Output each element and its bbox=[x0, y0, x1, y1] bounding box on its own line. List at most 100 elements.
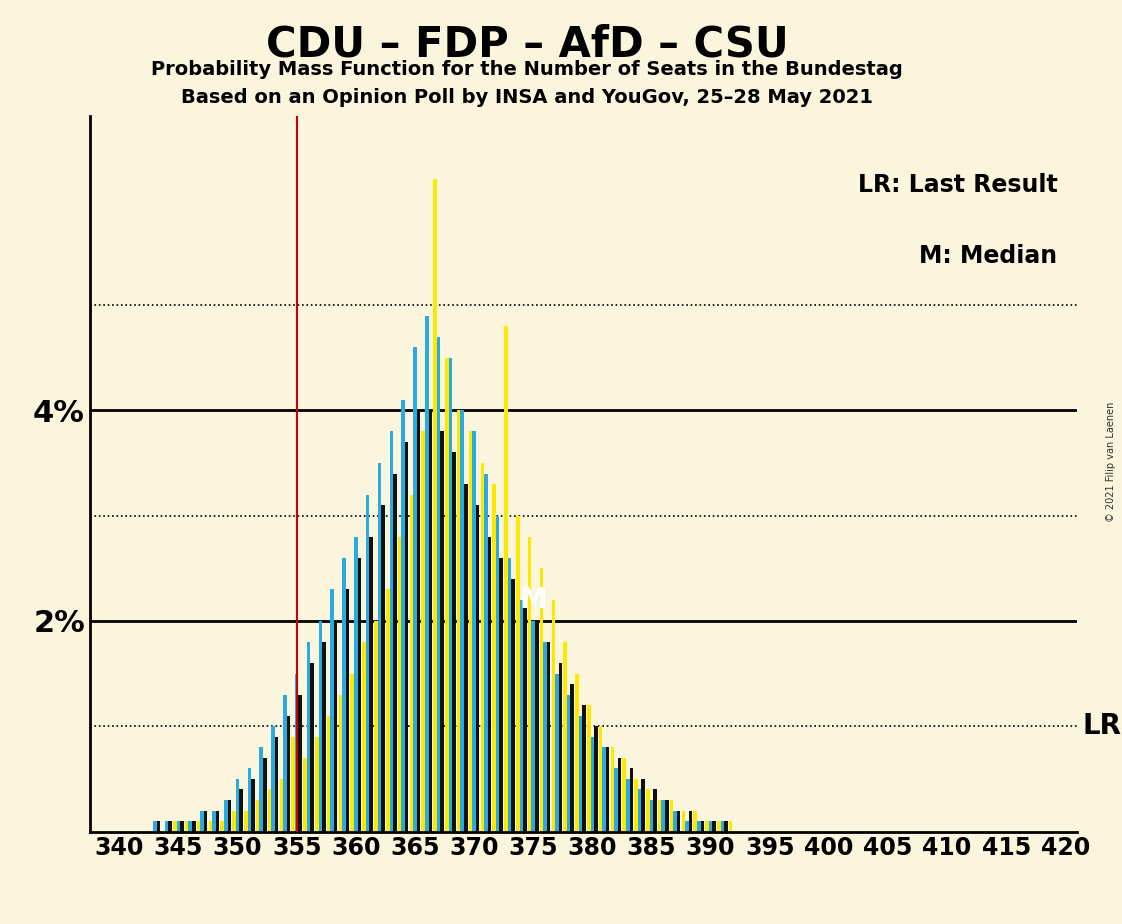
Bar bbox=[212, 810, 215, 832]
Bar bbox=[546, 642, 550, 832]
Bar bbox=[355, 537, 358, 832]
Bar bbox=[582, 705, 586, 832]
Text: CDU – FDP – AfD – CSU: CDU – FDP – AfD – CSU bbox=[266, 23, 789, 65]
Bar bbox=[618, 758, 622, 832]
Bar bbox=[204, 810, 208, 832]
Bar bbox=[670, 800, 673, 832]
Bar bbox=[239, 789, 242, 832]
Bar bbox=[224, 800, 228, 832]
Bar bbox=[445, 358, 449, 832]
Bar bbox=[689, 810, 692, 832]
Bar bbox=[422, 432, 425, 832]
Bar bbox=[576, 674, 579, 832]
Bar bbox=[449, 358, 452, 832]
Bar bbox=[512, 578, 515, 832]
Bar bbox=[697, 821, 700, 832]
Bar bbox=[440, 432, 444, 832]
Bar bbox=[188, 821, 192, 832]
Bar bbox=[303, 758, 306, 832]
Bar bbox=[389, 432, 393, 832]
Bar bbox=[298, 695, 302, 832]
Bar bbox=[245, 810, 248, 832]
Bar bbox=[369, 537, 373, 832]
Bar bbox=[626, 779, 629, 832]
Bar bbox=[603, 748, 606, 832]
Bar bbox=[706, 821, 709, 832]
Bar bbox=[374, 621, 378, 832]
Bar bbox=[606, 748, 609, 832]
Bar bbox=[386, 590, 389, 832]
Bar bbox=[256, 800, 259, 832]
Bar bbox=[673, 810, 677, 832]
Bar bbox=[567, 695, 570, 832]
Bar bbox=[496, 516, 499, 832]
Bar bbox=[519, 600, 523, 832]
Bar bbox=[315, 736, 319, 832]
Bar bbox=[488, 537, 491, 832]
Bar bbox=[724, 821, 728, 832]
Bar bbox=[306, 642, 311, 832]
Bar bbox=[311, 663, 314, 832]
Bar bbox=[637, 789, 642, 832]
Bar bbox=[493, 484, 496, 832]
Bar bbox=[259, 748, 263, 832]
Bar bbox=[350, 674, 355, 832]
Bar bbox=[268, 789, 272, 832]
Bar bbox=[657, 800, 662, 832]
Bar bbox=[665, 800, 669, 832]
Bar bbox=[410, 494, 413, 832]
Bar bbox=[709, 821, 712, 832]
Text: LR: LR bbox=[1082, 712, 1121, 740]
Bar bbox=[469, 432, 472, 832]
Bar bbox=[283, 695, 286, 832]
Bar bbox=[677, 810, 680, 832]
Bar bbox=[532, 621, 535, 832]
Bar bbox=[594, 726, 598, 832]
Bar bbox=[555, 674, 559, 832]
Bar bbox=[543, 642, 546, 832]
Bar bbox=[201, 810, 204, 832]
Bar bbox=[634, 779, 637, 832]
Bar bbox=[570, 684, 574, 832]
Bar bbox=[693, 810, 697, 832]
Bar bbox=[366, 494, 369, 832]
Bar bbox=[590, 736, 594, 832]
Bar bbox=[587, 705, 590, 832]
Bar bbox=[358, 558, 361, 832]
Bar bbox=[346, 590, 349, 832]
Bar bbox=[393, 473, 396, 832]
Bar bbox=[362, 642, 366, 832]
Bar bbox=[165, 821, 168, 832]
Bar bbox=[295, 674, 298, 832]
Bar bbox=[286, 716, 291, 832]
Bar bbox=[319, 621, 322, 832]
Bar bbox=[292, 736, 295, 832]
Bar bbox=[599, 726, 603, 832]
Bar bbox=[279, 779, 283, 832]
Bar bbox=[540, 568, 543, 832]
Bar bbox=[527, 537, 532, 832]
Bar bbox=[275, 736, 278, 832]
Text: Based on an Opinion Poll by INSA and YouGov, 25–28 May 2021: Based on an Opinion Poll by INSA and You… bbox=[182, 88, 873, 107]
Text: LR: Last Result: LR: Last Result bbox=[857, 173, 1057, 197]
Bar bbox=[700, 821, 703, 832]
Bar bbox=[402, 400, 405, 832]
Bar bbox=[248, 769, 251, 832]
Bar bbox=[629, 769, 633, 832]
Bar bbox=[413, 347, 416, 832]
Bar bbox=[681, 810, 686, 832]
Bar bbox=[535, 621, 539, 832]
Bar bbox=[662, 800, 665, 832]
Bar bbox=[729, 821, 733, 832]
Bar bbox=[322, 642, 325, 832]
Bar bbox=[452, 453, 456, 832]
Bar bbox=[516, 516, 519, 832]
Bar bbox=[508, 558, 512, 832]
Bar bbox=[381, 505, 385, 832]
Bar bbox=[504, 326, 508, 832]
Bar bbox=[610, 748, 614, 832]
Bar bbox=[416, 410, 421, 832]
Bar bbox=[215, 810, 219, 832]
Bar bbox=[563, 642, 567, 832]
Bar bbox=[342, 558, 346, 832]
